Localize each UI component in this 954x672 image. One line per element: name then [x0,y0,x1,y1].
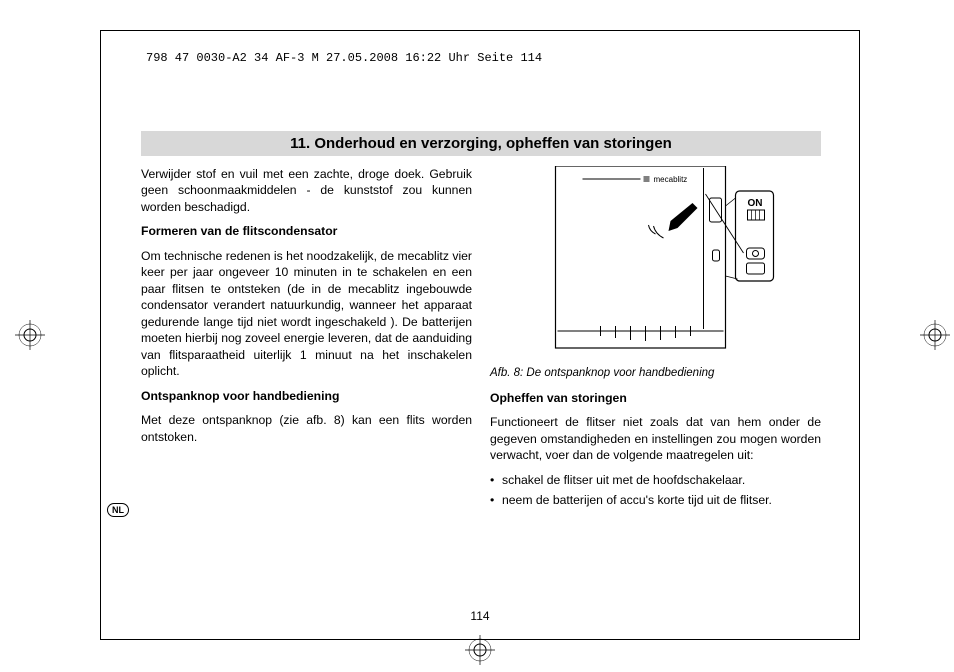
subheading: Ontspanknop voor handbediening [141,388,472,404]
fig-brand-text: mecablitz [654,175,688,184]
language-badge: NL [107,503,129,517]
bullet-list: schakel de flitser uit met de hoofdschak… [490,472,821,509]
list-item: schakel de flitser uit met de hoofdschak… [490,472,821,488]
subheading: Opheffen van storingen [490,390,821,406]
fig-on-label: ON [748,198,763,209]
body-text: Verwijder stof en vuil met een zachte, d… [141,166,472,215]
content-area: 11. Onderhoud en verzorging, opheffen va… [141,131,821,513]
columns: Verwijder stof en vuil met een zachte, d… [141,166,821,513]
registration-mark-icon [920,320,950,350]
body-text: Functioneert de flitser niet zoals dat v… [490,414,821,463]
body-text: Om technische redenen is het noodzakelij… [141,248,472,380]
list-item: neem de batterijen of accu's korte tijd … [490,492,821,508]
section-title: 11. Onderhoud en verzorging, opheffen va… [141,131,821,156]
right-column: mecablitz ON Afb. 8 [490,166,821,513]
page-frame: 798 47 0030-A2 34 AF-3 M 27.05.2008 16:2… [100,30,860,640]
figure-caption: Afb. 8: De ontspanknop voor handbedienin… [490,366,821,382]
registration-mark-icon [15,320,45,350]
header-metadata: 798 47 0030-A2 34 AF-3 M 27.05.2008 16:2… [146,51,542,65]
body-text: Met deze ontspanknop (zie afb. 8) kan ee… [141,412,472,445]
subheading: Formeren van de flitscondensator [141,223,472,239]
page-number: 114 [470,609,489,623]
left-column: Verwijder stof en vuil met een zachte, d… [141,166,472,513]
registration-mark-icon [465,635,495,665]
figure-8-illustration: mecablitz ON [490,166,821,356]
